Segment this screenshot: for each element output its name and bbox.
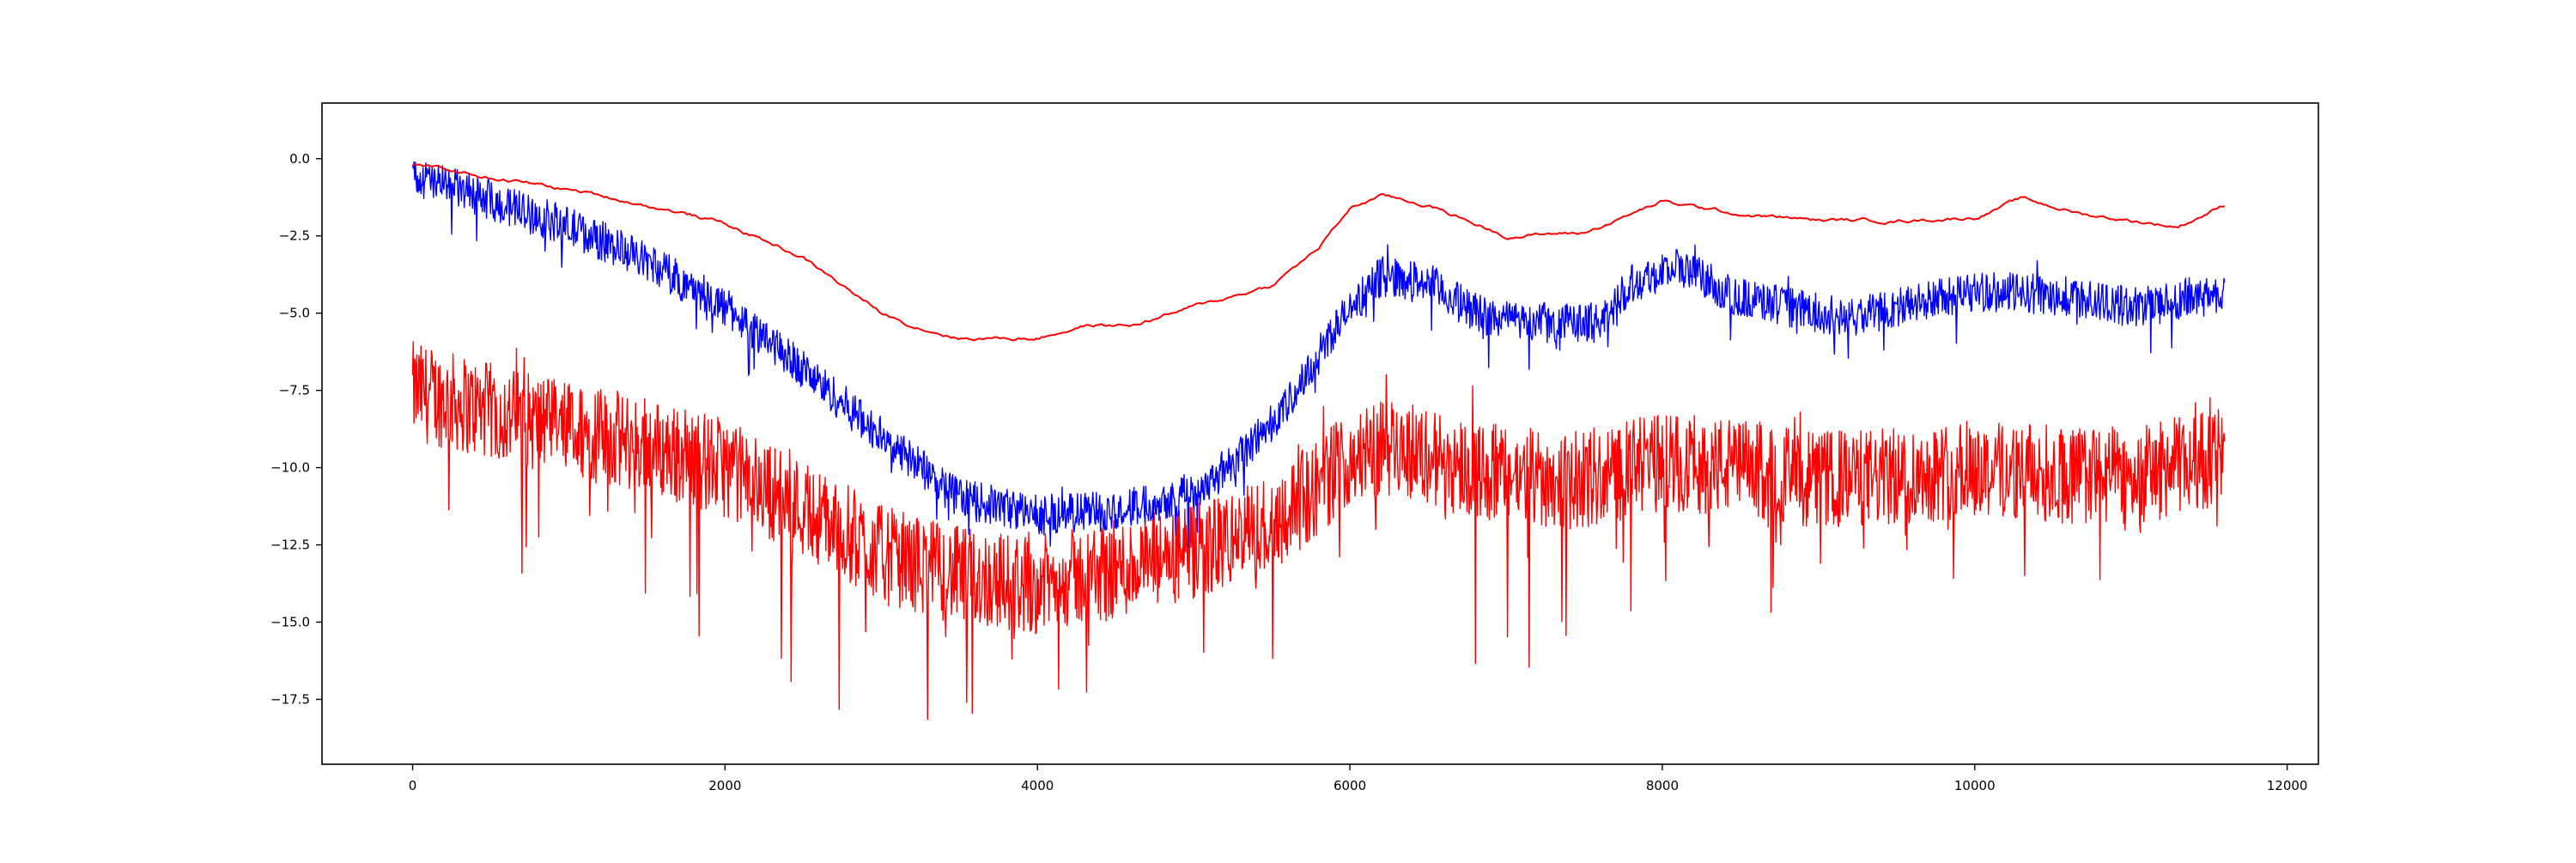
x-tick-label: 2000 [708,778,741,793]
y-tick-label: −15.0 [270,614,310,629]
plot-frame [321,102,2319,765]
series-line-1 [411,341,2226,720]
x-tick-label: 8000 [1646,778,1679,793]
x-tick-label: 6000 [1334,778,1366,793]
y-tick-label: 0.0 [289,151,310,167]
x-tick-label: 12000 [2267,778,2308,793]
y-tick-label: −17.5 [270,691,310,707]
y-tick-label: −10.0 [270,460,310,476]
axis-layer: 0 2000 4000 6000 8000 10000 12000 0.0 −2.5 −5.0 −7… [270,151,2307,793]
x-tick-label: 10000 [1954,778,1996,793]
x-tick-label: 0 [409,778,417,793]
y-tick-label: −2.5 [279,228,310,244]
y-tick-label: −5.0 [279,306,310,321]
series-layer [411,161,2226,720]
series-line-3 [412,163,2225,342]
y-tick-label: −7.5 [279,383,310,398]
x-tick-label: 4000 [1021,778,1054,793]
y-tick-label: −12.5 [270,538,310,553]
series-line-2 [411,161,2226,548]
